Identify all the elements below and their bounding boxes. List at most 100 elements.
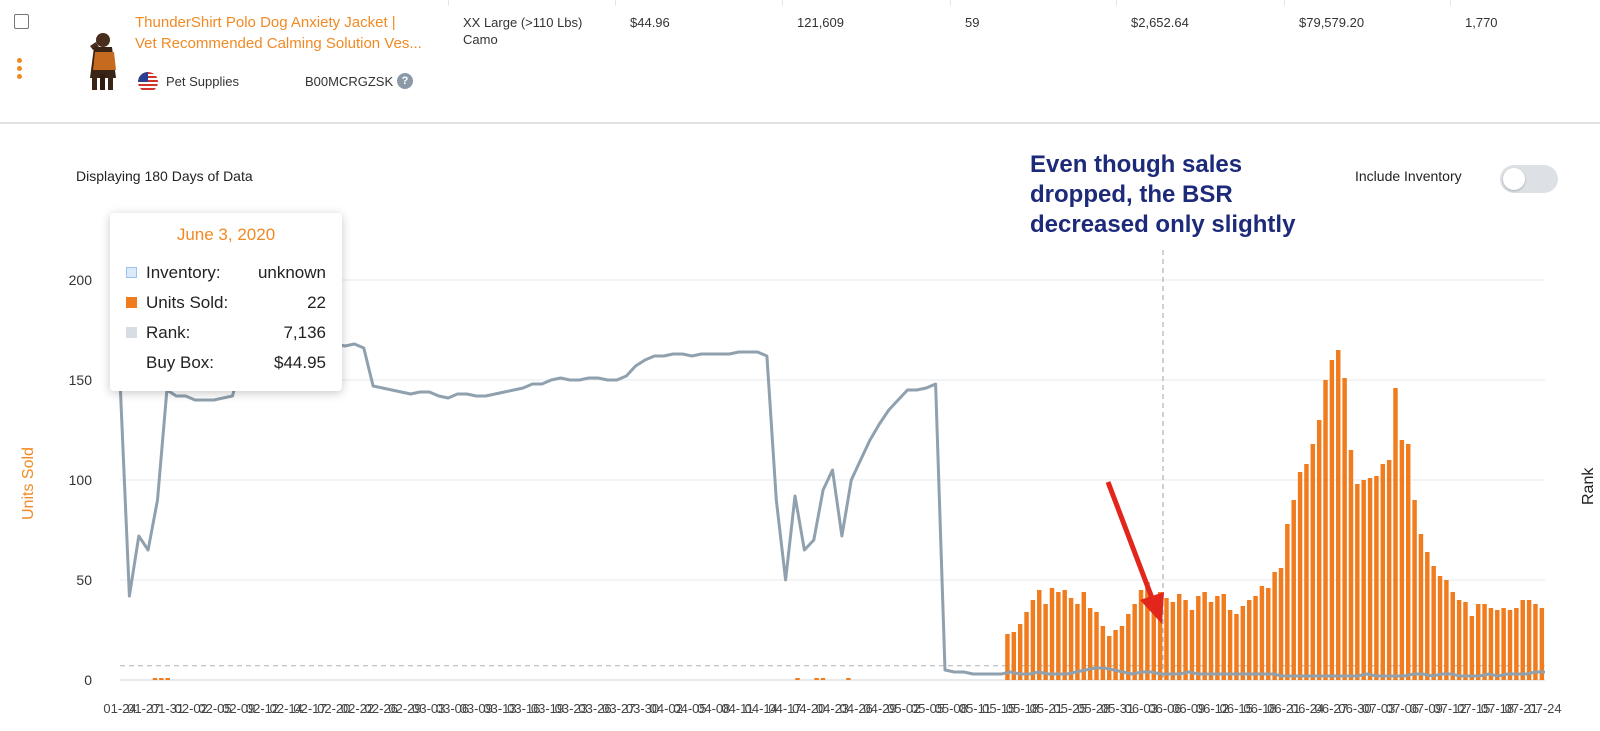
x-tick-label: 07-12 — [1433, 701, 1466, 716]
units-bar — [1469, 616, 1475, 680]
units-bar — [1361, 480, 1366, 680]
x-tick-label: 05-15 — [982, 701, 1015, 716]
product-row: ThunderShirt Polo Dog Anxiety Jacket | V… — [0, 0, 1600, 124]
units-bar — [1126, 614, 1131, 680]
kebab-menu-icon[interactable] — [17, 58, 23, 82]
x-tick-label: 04-23 — [816, 701, 849, 716]
annotation-arrow-head — [1140, 592, 1164, 624]
tooltip-row-buybox: Buy Box: $44.95 — [126, 353, 326, 375]
units-bar — [1037, 590, 1042, 680]
units-bar — [1221, 594, 1226, 680]
x-tick-label: 02-22 — [341, 701, 374, 716]
x-tick-label: 03-16 — [507, 701, 540, 716]
units-bar — [1138, 590, 1144, 680]
units-bar — [1386, 460, 1392, 680]
x-tick-label: 01-27 — [127, 701, 160, 716]
rank-swatch-icon — [126, 327, 137, 338]
units-bar — [1094, 612, 1099, 680]
units-bar — [1157, 592, 1163, 680]
column-divider — [950, 0, 951, 6]
column-divider — [1284, 0, 1285, 6]
units-bar — [814, 678, 819, 680]
y-tick-label: 150 — [69, 372, 93, 388]
units-bar — [1367, 478, 1373, 680]
x-tick-label: 07-21 — [1505, 701, 1538, 716]
units-bar — [1463, 602, 1468, 680]
x-tick-label: 03-09 — [460, 701, 493, 716]
toggle-knob — [1503, 168, 1525, 190]
x-tick-label: 02-14 — [270, 701, 303, 716]
units-bar — [1215, 596, 1220, 680]
units-bar — [1501, 608, 1506, 680]
units-bar — [1329, 360, 1335, 680]
units-bar — [1291, 500, 1296, 680]
units-bar — [1189, 610, 1195, 680]
units-bar — [1253, 596, 1258, 680]
x-tick-label: 03-03 — [412, 701, 445, 716]
x-tick-label: 04-08 — [697, 701, 730, 716]
units-bar — [846, 678, 851, 680]
tooltip-row-rank: Rank: 7,136 — [126, 323, 326, 345]
units-bar — [1304, 464, 1309, 680]
units-bar — [1024, 612, 1029, 680]
units-bar — [1164, 598, 1169, 680]
units-bar — [1405, 444, 1411, 680]
units-bar — [1119, 626, 1125, 680]
x-tick-label: 05-08 — [935, 701, 968, 716]
chart-tooltip: June 3, 2020 Inventory: unknown Units So… — [110, 213, 342, 391]
units-bar — [1348, 450, 1354, 680]
units-bar — [1017, 624, 1023, 680]
units-bar — [1507, 610, 1513, 680]
tooltip-inventory-label: Inventory: — [146, 263, 221, 282]
x-tick-label: 05-18 — [1006, 701, 1039, 716]
units-bar — [1297, 472, 1303, 680]
units-bar — [1176, 594, 1182, 680]
x-tick-label: 06-21 — [1267, 701, 1300, 716]
x-tick-label: 07-03 — [1362, 701, 1395, 716]
units-bar — [1170, 602, 1176, 680]
units-bar — [1240, 606, 1246, 680]
x-tick-label: 07-15 — [1457, 701, 1490, 716]
x-tick-label: 02-02 — [175, 701, 208, 716]
help-icon[interactable]: ? — [397, 73, 413, 89]
row-checkbox[interactable] — [14, 14, 29, 29]
units-bar — [1495, 610, 1500, 680]
tooltip-buybox-value: $44.95 — [274, 353, 326, 372]
units-bar — [1272, 572, 1277, 680]
units-bar — [1425, 552, 1430, 680]
column-divider — [1116, 0, 1117, 6]
units-bar — [820, 678, 826, 680]
revenue-cell-2: $79,579.20 — [1299, 15, 1365, 30]
units-bar — [1107, 636, 1112, 680]
annotation-line-3: decreased only slightly — [1030, 211, 1296, 238]
units-bar — [1520, 600, 1525, 680]
units-bar — [1011, 632, 1017, 680]
x-tick-label: 02-17 — [293, 701, 326, 716]
x-tick-label: 05-05 — [911, 701, 944, 716]
units-bar — [1100, 626, 1106, 680]
x-tick-label: 05-25 — [1053, 701, 1086, 716]
variant-size: XX Large (>110 Lbs) — [463, 15, 583, 30]
product-title-line-1: ThunderShirt Polo Dog Anxiety Jacket | — [135, 14, 396, 31]
units-bar — [1227, 610, 1233, 680]
units-bar — [1183, 600, 1188, 680]
units-bar — [1355, 484, 1360, 680]
units-bar — [1278, 568, 1284, 680]
units-bar — [1374, 476, 1379, 680]
x-tick-label: 06-12 — [1196, 701, 1229, 716]
x-tick-label: 06-27 — [1315, 701, 1348, 716]
x-tick-label: 05-28 — [1077, 701, 1110, 716]
column-divider — [615, 0, 616, 6]
y-tick-label: 100 — [69, 472, 93, 488]
y-tick-label: 50 — [76, 572, 92, 588]
x-tick-label: 01-24 — [103, 701, 136, 716]
include-inventory-toggle[interactable] — [1500, 165, 1558, 193]
units-swatch-icon — [126, 297, 137, 308]
units-bar — [1393, 388, 1398, 680]
product-title-link[interactable]: ThunderShirt Polo Dog Anxiety Jacket | V… — [135, 12, 445, 54]
units-bar — [1418, 534, 1424, 680]
value-cell-2: 121,609 — [797, 15, 844, 30]
x-tick-label: 04-26 — [840, 701, 873, 716]
units-bar — [1234, 614, 1239, 680]
